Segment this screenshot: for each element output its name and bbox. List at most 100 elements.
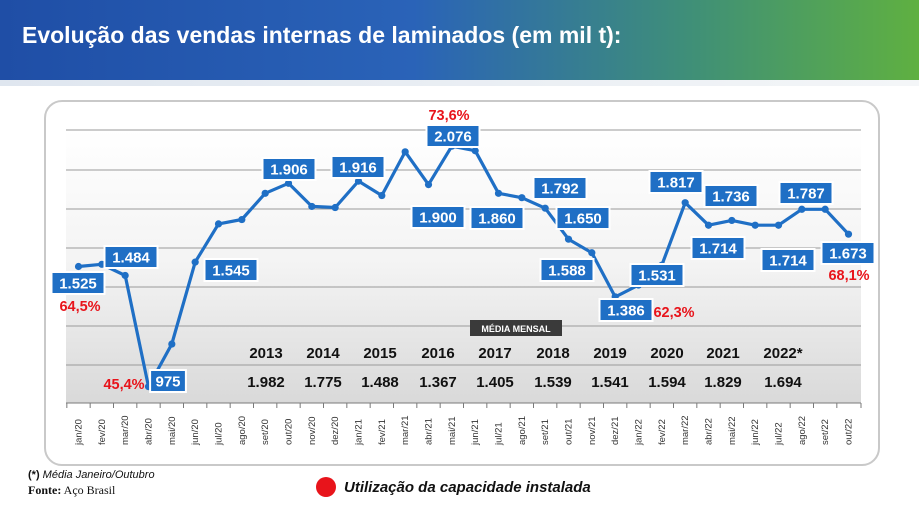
x-tick-label: fev/20 — [97, 419, 108, 445]
legend-marker-red — [316, 477, 336, 497]
source-note: Fonte: Aço Brasil — [28, 483, 115, 498]
x-tick-label: jul/21 — [494, 422, 505, 446]
value-label: 1.736 — [712, 189, 750, 206]
header-banner: Evolução das vendas internas de laminado… — [0, 0, 919, 80]
value-label: 1.860 — [478, 211, 516, 228]
x-tick-label: ago/22 — [797, 416, 808, 445]
year-label: 2016 — [421, 345, 454, 362]
source-text: Aço Brasil — [63, 483, 116, 497]
legend: Utilização da capacidade instalada — [316, 476, 591, 498]
x-tick-label: out/22 — [844, 419, 855, 445]
capacity-utilization-label: 64,5% — [59, 299, 100, 315]
x-tick-label: fev/22 — [657, 419, 668, 445]
capacity-utilization-label: 68,1% — [828, 268, 869, 284]
x-tick-label: ago/21 — [517, 416, 528, 445]
series-line — [78, 144, 850, 389]
data-point — [821, 205, 829, 213]
data-point — [354, 177, 363, 185]
value-label-box — [261, 157, 317, 181]
year-average-value: 1.405 — [476, 374, 514, 391]
year-label: 2014 — [306, 345, 340, 362]
x-tick-label: nov/21 — [587, 416, 598, 445]
capacity-utilization-label: 73,6% — [428, 108, 469, 124]
data-point — [191, 258, 199, 266]
value-label-box — [50, 271, 106, 295]
value-label: 1.545 — [212, 263, 250, 280]
footnote: (*) Média Janeiro/Outubro — [28, 469, 155, 482]
value-label: 1.531 — [638, 268, 676, 285]
year-label: 2022* — [763, 345, 802, 362]
x-tick-label: mar/22 — [680, 415, 691, 445]
page-title: Evolução das vendas internas de laminado… — [22, 22, 622, 48]
legend-label: Utilização da capacidade instalada — [344, 478, 591, 496]
value-label: 1.673 — [829, 246, 867, 263]
value-label-box — [330, 155, 386, 179]
data-point — [471, 147, 479, 155]
data-point — [681, 199, 689, 207]
data-point — [168, 340, 176, 348]
data-point — [284, 179, 293, 187]
year-label: 2019 — [593, 345, 626, 362]
value-label-box — [629, 263, 685, 287]
value-label-box — [203, 258, 259, 282]
value-label-box — [648, 170, 704, 194]
x-tick-label: nov/20 — [307, 416, 318, 445]
value-label-box — [820, 241, 876, 265]
x-tick-label: out/21 — [564, 419, 575, 445]
year-label: 2015 — [363, 345, 396, 362]
monthly-average-label-bg — [470, 320, 562, 336]
data-point — [704, 221, 713, 229]
value-label-box — [149, 369, 187, 393]
value-label: 1.650 — [564, 211, 602, 228]
x-tick-label: jun/22 — [750, 419, 761, 446]
x-tick-label: ago/20 — [237, 416, 248, 445]
x-tick-label: abr/21 — [424, 418, 435, 445]
x-tick-label: set/22 — [820, 419, 831, 445]
year-label: 2020 — [650, 345, 683, 362]
year-average-value: 1.982 — [247, 374, 285, 391]
year-average-value: 1.775 — [304, 374, 342, 391]
value-label-box — [598, 298, 654, 322]
value-label-box — [103, 245, 159, 269]
x-tick-label: mai/20 — [167, 416, 178, 445]
year-average-value: 1.541 — [591, 374, 629, 391]
value-label-box — [539, 258, 595, 282]
data-point — [588, 249, 596, 257]
x-tick-label: jun/21 — [470, 419, 481, 446]
x-tick-label: mai/21 — [447, 416, 458, 445]
data-point — [844, 230, 853, 238]
data-point — [121, 271, 129, 280]
value-label-box — [469, 206, 525, 230]
data-point — [331, 203, 339, 212]
data-point — [728, 216, 736, 225]
value-label-box — [410, 205, 466, 229]
footnote-text: Média Janeiro/Outubro — [42, 469, 155, 481]
x-tick-label: mar/20 — [120, 415, 131, 445]
year-average-value: 1.594 — [648, 374, 686, 391]
data-point — [401, 148, 409, 156]
header-divider — [0, 80, 919, 86]
data-point — [214, 220, 223, 228]
value-label-box — [778, 181, 834, 205]
data-point — [541, 204, 549, 212]
data-point — [494, 189, 503, 197]
year-label: 2018 — [536, 345, 569, 362]
value-label-box — [532, 176, 588, 200]
data-point — [378, 191, 386, 200]
value-label: 1.792 — [541, 181, 579, 198]
value-label: 1.817 — [657, 175, 695, 192]
year-label: 2017 — [478, 345, 511, 362]
data-point — [261, 189, 269, 197]
x-tick-label: jan/20 — [74, 419, 85, 446]
data-point — [564, 235, 573, 243]
capacity-utilization-label: 45,4% — [103, 377, 144, 393]
data-point — [308, 202, 316, 211]
x-tick-label: mar/21 — [400, 415, 411, 445]
value-label: 1.588 — [548, 263, 586, 280]
data-point — [424, 181, 433, 189]
value-label-box — [703, 184, 759, 208]
value-label: 1.787 — [787, 186, 825, 203]
plot-area-background — [66, 130, 861, 403]
x-tick-label: jan/21 — [354, 419, 365, 446]
